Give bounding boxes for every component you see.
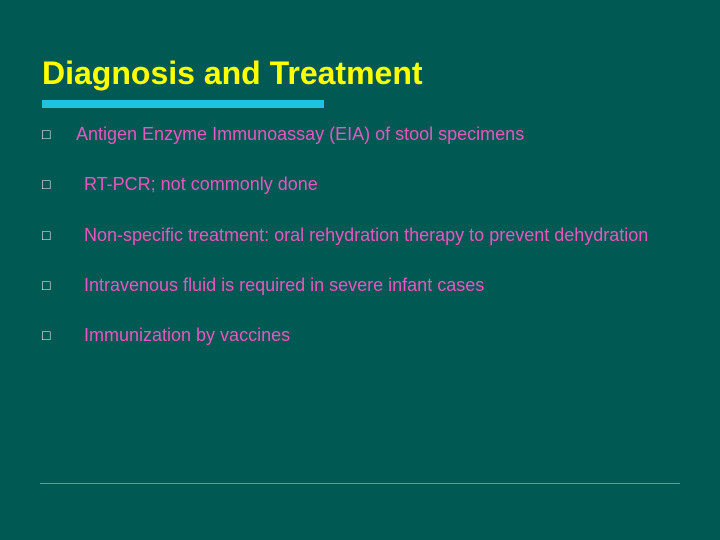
footer-divider [40,483,680,484]
list-item: □ Non-specific treatment: oral rehydrati… [42,223,680,247]
list-item-text: Non-specific treatment: oral rehydration… [76,223,648,247]
slide-container: Diagnosis and Treatment □ Antigen Enzyme… [0,0,720,540]
list-item-text: Immunization by vaccines [76,323,290,347]
list-item: □ RT-PCR; not commonly done [42,172,680,196]
list-item: □ Immunization by vaccines [42,323,680,347]
list-item-text: RT-PCR; not commonly done [76,172,318,196]
square-bullet-icon: □ [42,122,76,144]
square-bullet-icon: □ [42,172,76,194]
slide-body: □ Antigen Enzyme Immunoassay (EIA) of st… [40,122,680,347]
square-bullet-icon: □ [42,223,76,245]
square-bullet-icon: □ [42,323,76,345]
list-item-text: Antigen Enzyme Immunoassay (EIA) of stoo… [76,122,524,146]
slide-title: Diagnosis and Treatment [42,55,680,92]
list-item-text: Intravenous fluid is required in severe … [76,273,484,297]
square-bullet-icon: □ [42,273,76,295]
title-underline [42,100,324,108]
list-item: □ Intravenous fluid is required in sever… [42,273,680,297]
list-item: □ Antigen Enzyme Immunoassay (EIA) of st… [42,122,680,146]
